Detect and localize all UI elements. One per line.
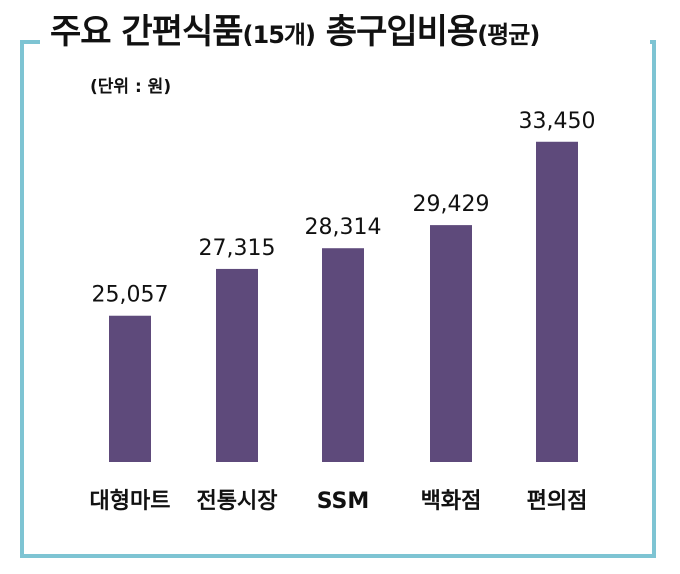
title-count: (15개) (242, 21, 316, 49)
category-label-1: 대형마트 (90, 489, 171, 514)
value-label-1: 25,057 (92, 283, 169, 308)
category-label-3: SSM (317, 489, 370, 514)
category-label-2: 전통시장 (197, 489, 278, 514)
title-background (40, 0, 650, 64)
chart-title: 주요 간편식품(15개) 총구입비용(평균) (50, 8, 540, 56)
bar-5 (536, 141, 578, 462)
category-label-4: 백화점 (421, 489, 482, 514)
unit-label: (단위 : 원) (90, 77, 172, 97)
title-average: (평균) (477, 21, 540, 49)
value-label-4: 29,429 (413, 192, 490, 217)
value-label-2: 27,315 (199, 236, 276, 261)
bar-2 (216, 268, 258, 462)
category-label-5: 편의점 (527, 489, 588, 514)
title-main-2: 총구입비용 (314, 12, 478, 52)
bar-4 (430, 225, 472, 462)
bar-1 (109, 315, 151, 462)
title-main: 주요 간편식품 (50, 12, 244, 52)
value-label-5: 33,450 (519, 109, 596, 134)
bar-3 (322, 248, 364, 462)
value-label-3: 28,314 (305, 215, 382, 240)
